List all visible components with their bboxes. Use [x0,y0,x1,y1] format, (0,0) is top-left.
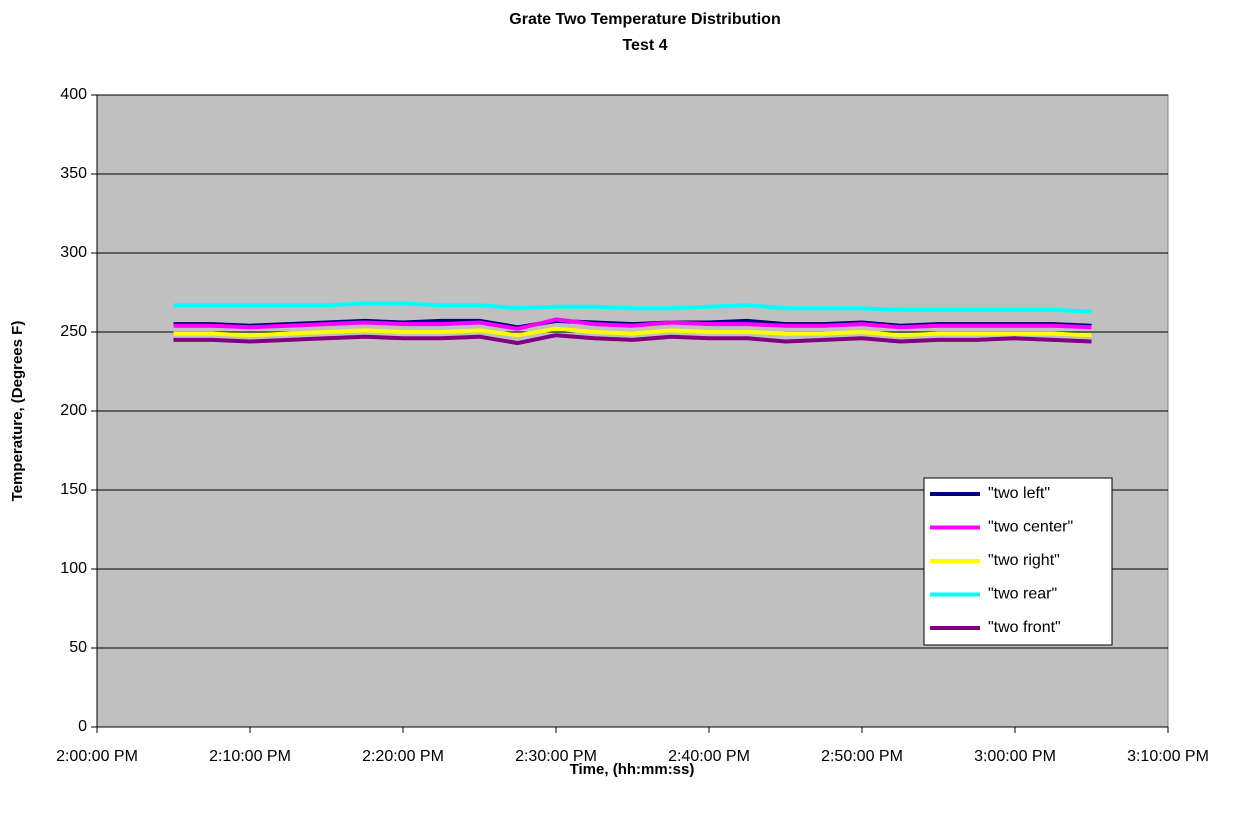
y-tick-label: 400 [60,86,87,103]
x-tick-label: 2:40:00 PM [668,748,750,765]
y-tick-label: 100 [60,560,87,577]
x-axis-title: Time, (hh:mm:ss) [570,761,695,778]
x-tick-label: 3:10:00 PM [1127,748,1209,765]
legend-label: "two right" [988,552,1060,569]
chart-title: Grate Two Temperature Distribution [509,11,780,28]
legend-label: "two left" [988,485,1050,502]
x-tick-label: 2:50:00 PM [821,748,903,765]
y-tick-label: 250 [60,323,87,340]
y-tick-label: 150 [60,481,87,498]
legend-label: "two front" [988,619,1061,636]
series-line [173,301,1092,314]
legend-label: "two rear" [988,586,1057,603]
x-tick-label: 2:30:00 PM [515,748,597,765]
x-tick-label: 2:20:00 PM [362,748,444,765]
y-tick-label: 350 [60,165,87,182]
y-tick-label: 50 [69,639,87,656]
x-tick-label: 3:00:00 PM [974,748,1056,765]
y-tick-label: 0 [78,718,87,735]
x-tick-label: 2:10:00 PM [209,748,291,765]
chart-subtitle: Test 4 [622,37,667,54]
y-tick-label: 200 [60,402,87,419]
x-tick-label: 2:00:00 PM [56,748,138,765]
y-axis-title: Temperature, (Degrees F) [9,321,26,502]
series-line [173,317,1092,331]
series-line [173,326,1092,338]
series-line [173,333,1092,346]
y-tick-label: 300 [60,244,87,261]
legend-label: "two center" [988,519,1073,536]
